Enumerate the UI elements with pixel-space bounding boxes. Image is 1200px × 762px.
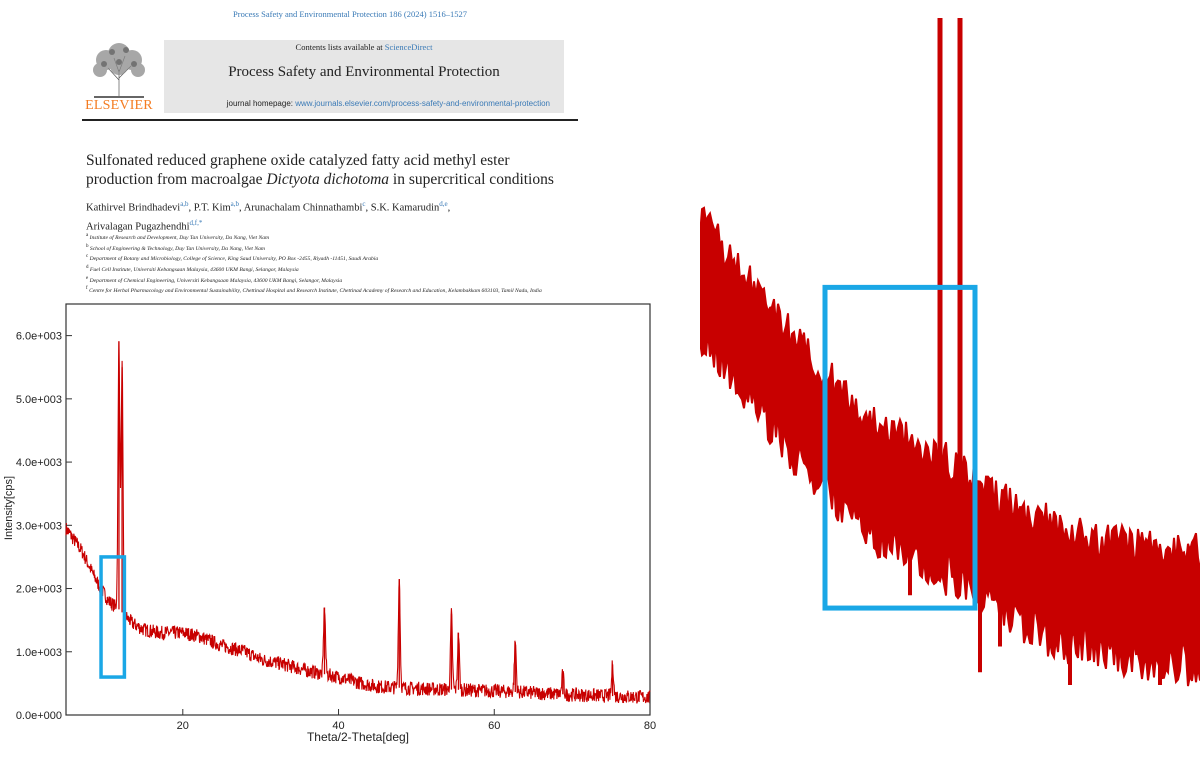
xrd-trace (65, 340, 651, 704)
highlight-layer (99, 555, 127, 679)
contents-prefix: Contents lists available at (295, 42, 385, 52)
affiliation-item: d Fuel Cell Institute, Universiti Kebang… (86, 264, 606, 275)
y-tick-label: 0.0e+000 (16, 710, 62, 722)
homepage-prefix: journal homepage: (226, 99, 296, 108)
title-suffix: in supercritical conditions (389, 171, 554, 188)
author-list: Kathirvel Brindhadevia,b, P.T. Kima,b, A… (86, 200, 451, 232)
y-tick-label: 3.0e+003 (16, 520, 62, 532)
xrd-chart: 0.0e+000 1.0e+003 2.0e+003 3.0e+003 4.0e+003… (3, 303, 656, 744)
author-name[interactable]: Kathirvel Brindhadevi (86, 202, 181, 214)
title-line-1: Sulfonated reduced graphene oxide cataly… (86, 152, 510, 169)
affil-text: Fuel Cell Institute, Universiti Kebangsa… (89, 266, 299, 273)
y-tick-label: 5.0e+003 (16, 394, 62, 406)
elsevier-wordmark: ELSEVIER (85, 98, 153, 113)
x-tick-label: 20 (177, 720, 189, 732)
y-tick-label: 2.0e+003 (16, 584, 62, 596)
zoom-highlight-layer (822, 284, 978, 611)
affil-mark: b (86, 243, 89, 249)
author-affil-mark[interactable]: c (362, 200, 366, 208)
y-axis-ticks: 0.0e+000 1.0e+003 2.0e+003 3.0e+003 4.0e+003… (16, 331, 72, 722)
affil-mark: d (86, 264, 89, 270)
homepage-url-link[interactable]: www.journals.elsevier.com/process-safety… (295, 99, 550, 108)
y-axis-label: Intensity[cps] (3, 476, 15, 540)
zoomed-series (700, 18, 1200, 687)
author-affil-mark[interactable]: d,f,* (189, 218, 203, 227)
affil-text: School of Engineering & Technology, Duy … (89, 245, 265, 252)
plot-border (65, 303, 651, 716)
affil-mark: c (86, 254, 89, 260)
affiliation-list: a Institute of Research and Development,… (86, 232, 606, 296)
journal-title: Process Safety and Environmental Protect… (228, 64, 500, 80)
affil-text: Department of Botany and Microbiology, C… (89, 256, 379, 263)
x-tick-label: 40 (332, 720, 344, 732)
x-axis-ticks: 20 40 60 80 (177, 709, 656, 732)
affil-mark: a (86, 233, 89, 238)
x-tick-label: 60 (488, 720, 500, 732)
affil-text: Department of Chemical Engineering, Univ… (89, 277, 343, 284)
journal-citation[interactable]: Process Safety and Environmental Protect… (233, 9, 467, 19)
header-divider (82, 119, 578, 121)
title-prefix: production from macroalgae (86, 171, 267, 188)
sciencedirect-link[interactable]: ScienceDirect (384, 42, 433, 52)
zoom-highlight-box (822, 284, 978, 611)
author-affil-mark[interactable]: a,b (180, 200, 189, 208)
x-tick-label: 80 (644, 720, 656, 732)
x-axis-label: Theta/2-Theta[deg] (307, 730, 409, 744)
affiliation-item: c Department of Botany and Microbiology,… (86, 253, 606, 264)
affiliation-item: b School of Engineering & Technology, Du… (86, 243, 606, 254)
affiliation-item: e Department of Chemical Engineering, Un… (86, 275, 606, 286)
contents-line: Contents lists available at ScienceDirec… (164, 42, 564, 52)
affiliation-item: f Centre for Herbal Pharmacology and Env… (86, 285, 606, 296)
species-name: Dictyota dichotoma (266, 171, 390, 188)
zoomed-series-view (700, 18, 1200, 687)
tree-icon (93, 43, 145, 98)
affil-text: Centre for Herbal Pharmacology and Envir… (89, 288, 542, 295)
author-name[interactable]: Arivalagan Pugazhendhi (86, 221, 190, 232)
y-tick-label: 6.0e+003 (16, 331, 62, 343)
homepage-line: journal homepage: www.journals.elsevier.… (164, 99, 550, 108)
affil-mark: e (86, 275, 89, 281)
author-affil-mark[interactable]: d,e (439, 200, 448, 208)
highlight-box (99, 555, 127, 679)
paper-page: Process Safety and Environmental Protect… (3, 9, 657, 744)
xrd-series (65, 340, 651, 704)
zoomed-inset (700, 18, 1200, 762)
y-tick-label: 1.0e+003 (16, 647, 62, 659)
affil-text: Institute of Research and Development, D… (89, 234, 270, 241)
author-name[interactable]: P.T. Kim (193, 202, 231, 214)
elsevier-tree-logo (84, 40, 154, 114)
zoomed-trace-band (700, 206, 1200, 687)
affil-mark: f (86, 286, 88, 292)
author-affil-mark[interactable]: a,b (230, 200, 240, 208)
article-title: Sulfonated reduced graphene oxide cataly… (86, 151, 606, 189)
title-line-2: production from macroalgae Dictyota dich… (86, 170, 606, 189)
journal-banner: Contents lists available at ScienceDirec… (164, 40, 564, 113)
author-name[interactable]: Arunachalam Chinnathambi (243, 202, 363, 214)
author-name[interactable]: S.K. Kamarudin (370, 202, 440, 214)
plot-frame (65, 303, 651, 716)
y-tick-label: 4.0e+003 (16, 457, 62, 469)
affiliation-item: a Institute of Research and Development,… (86, 232, 606, 243)
